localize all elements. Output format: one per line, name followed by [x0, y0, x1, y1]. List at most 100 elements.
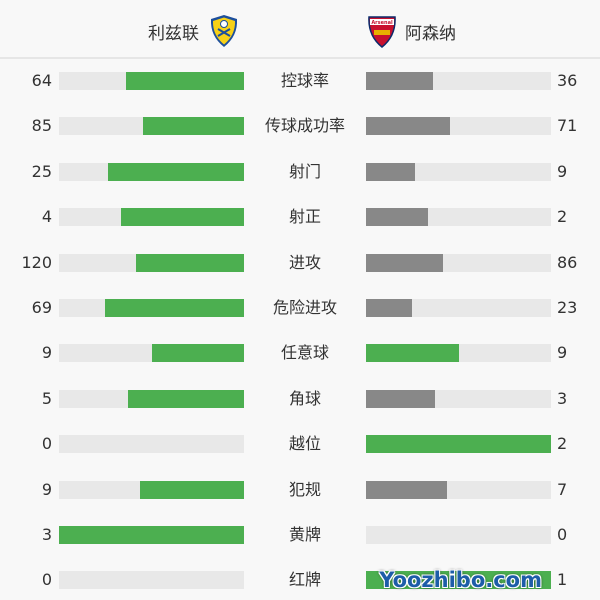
home-bar-fill	[105, 299, 244, 317]
home-value: 9	[41, 343, 52, 363]
stat-row: 64 控球率 36	[0, 71, 600, 91]
away-bar-track	[366, 480, 551, 499]
home-value: 9	[41, 479, 52, 499]
away-bar-track	[366, 344, 551, 363]
away-team-name: 阿森纳	[405, 23, 456, 44]
away-bar-fill	[366, 208, 428, 227]
home-bar-fill	[120, 208, 244, 227]
stat-row: 69 危险进攻 23	[0, 298, 600, 318]
home-bar-track	[59, 253, 244, 272]
away-value: 2	[557, 434, 568, 454]
home-bar-fill	[136, 253, 244, 272]
stat-label: 危险进攻	[272, 298, 337, 317]
home-bar-track	[59, 208, 244, 227]
away-bar-track	[366, 526, 551, 544]
leeds-united-crest-icon	[210, 15, 238, 47]
away-value: 9	[557, 343, 568, 363]
stat-row: 3 黄牌 0	[0, 525, 600, 545]
stat-label: 射正	[288, 207, 321, 227]
home-bar-fill	[139, 480, 244, 499]
home-bar-track	[59, 389, 244, 408]
away-value: 7	[557, 479, 568, 499]
away-value: 3	[557, 388, 568, 408]
home-bar-fill	[59, 526, 244, 544]
home-team: 利兹联	[148, 14, 239, 48]
home-bar-fill	[151, 344, 244, 363]
home-value: 25	[31, 161, 52, 181]
stat-label: 控球率	[280, 71, 329, 90]
away-value: 71	[557, 116, 578, 136]
stat-row: 9 任意球 9	[0, 343, 600, 363]
home-value: 0	[41, 434, 52, 454]
away-bar-track	[366, 571, 551, 590]
stat-label: 进攻	[288, 252, 321, 272]
away-bar-fill	[366, 389, 436, 408]
stat-label: 黄牌	[288, 525, 321, 544]
away-bar-track	[366, 435, 551, 454]
away-value: 2	[557, 207, 568, 227]
stat-row: 0 越位 2	[0, 434, 600, 454]
away-value: 1	[557, 570, 568, 590]
stat-label: 角球	[288, 388, 321, 408]
home-bar-fill	[128, 389, 244, 408]
home-value: 85	[31, 116, 52, 136]
home-bar-track	[59, 162, 244, 181]
away-value: 86	[557, 252, 578, 272]
arsenal-crest-icon: Arsenal	[368, 16, 396, 48]
stat-row: 5 角球 3	[0, 389, 600, 409]
stat-row: 25 射门 9	[0, 162, 600, 182]
home-value: 64	[31, 71, 52, 90]
away-bar-track	[366, 389, 551, 408]
home-bar-track	[59, 72, 244, 90]
away-bar-track	[366, 72, 551, 90]
home-value: 120	[21, 252, 52, 272]
home-bar-track	[59, 435, 244, 454]
away-bar-fill	[366, 571, 551, 590]
match-header: 利兹联 Arsenal 阿森纳	[0, 0, 600, 59]
away-bar-track	[366, 299, 551, 317]
stat-row: 120 进攻 86	[0, 253, 600, 273]
away-value: 0	[557, 525, 568, 544]
home-bar-fill	[125, 72, 244, 90]
away-bar-fill	[366, 162, 415, 181]
home-bar-track	[59, 117, 244, 136]
away-value: 36	[557, 71, 578, 90]
stat-label: 越位	[288, 434, 321, 454]
home-bar-track	[59, 299, 244, 317]
away-bar-track	[366, 208, 551, 227]
home-value: 69	[31, 298, 52, 317]
away-bar-fill	[366, 72, 433, 90]
away-bar-fill	[366, 344, 459, 363]
away-bar-fill	[366, 253, 444, 272]
away-bar-track	[366, 253, 551, 272]
home-bar-fill	[143, 117, 244, 136]
home-bar-track	[59, 571, 244, 590]
away-team: Arsenal 阿森纳	[367, 14, 456, 48]
away-bar-fill	[366, 299, 413, 317]
away-bar-fill	[366, 480, 447, 499]
stat-label: 任意球	[280, 343, 329, 363]
svg-text:Arsenal: Arsenal	[371, 20, 393, 26]
home-team-name: 利兹联	[148, 23, 199, 44]
away-bar-fill	[366, 435, 551, 454]
stat-row: 0 红牌 1	[0, 570, 600, 590]
home-value: 0	[41, 570, 52, 590]
stat-row: 4 射正 2	[0, 207, 600, 227]
home-value: 4	[41, 207, 52, 227]
away-value: 23	[557, 298, 578, 317]
home-bar-track	[59, 526, 244, 544]
home-bar-fill	[107, 162, 244, 181]
watermark: Yoozhibo.com	[379, 568, 542, 592]
away-bar-track	[366, 117, 551, 136]
stat-row: 85 传球成功率 71	[0, 116, 600, 136]
stat-label: 射门	[288, 161, 321, 181]
home-bar-track	[59, 480, 244, 499]
stat-label: 红牌	[288, 570, 321, 590]
away-bar-track	[366, 162, 551, 181]
home-bar-track	[59, 344, 244, 363]
away-value: 9	[557, 161, 568, 181]
stat-label: 传球成功率	[264, 116, 345, 136]
stat-label: 犯规	[288, 479, 321, 499]
home-value: 3	[41, 525, 52, 544]
away-bar-fill	[366, 117, 451, 136]
